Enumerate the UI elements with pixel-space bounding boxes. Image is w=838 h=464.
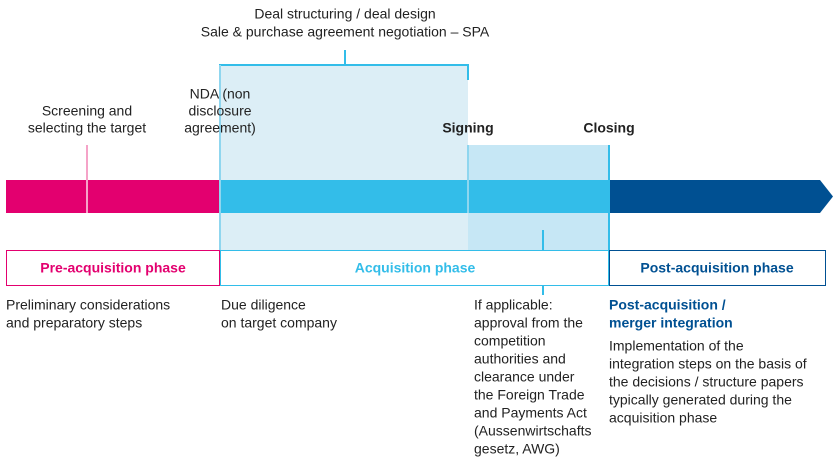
phase-title: Acquisition phase	[355, 260, 476, 276]
phase-description: Implementation of the	[609, 338, 744, 354]
approval-note: the Foreign Trade	[474, 387, 585, 403]
phase-description: on target company	[221, 315, 337, 331]
approval-note: approval from the	[474, 315, 583, 331]
approval-note: and Payments Act	[474, 405, 587, 421]
phase-subtitle: Post-acquisition /	[609, 297, 726, 313]
phase-box	[220, 250, 609, 286]
phase-description: and preparatory steps	[6, 315, 142, 331]
phase-description: Preliminary considerations	[6, 297, 170, 313]
approval-note: gesetz, AWG)	[474, 441, 560, 457]
milestone-label: Signing	[442, 120, 493, 136]
bar-post	[609, 180, 833, 213]
milestone-label: selecting the target	[28, 120, 146, 136]
milestone-label: agreement)	[184, 120, 256, 136]
approval-note: competition	[474, 333, 546, 349]
phase-subtitle: merger integration	[609, 315, 733, 331]
approval-note: If applicable:	[474, 297, 553, 313]
approval-note: clearance under	[474, 369, 575, 385]
milestone-label: disclosure	[188, 103, 251, 119]
phase-description: integration steps on the basis of	[609, 356, 807, 372]
approval-note: (Aussenwirtschafts	[474, 423, 591, 439]
deal-structuring: Deal structuring / deal design	[254, 6, 435, 22]
phase-description: Due diligence	[221, 297, 306, 313]
milestone-label: Closing	[583, 120, 634, 136]
phase-box	[6, 250, 220, 286]
milestone-label: NDA (non	[190, 86, 251, 102]
phase-box	[609, 250, 826, 286]
phase-description: acquisition phase	[609, 410, 717, 426]
phase-description: the decisions / structure papers	[609, 374, 804, 390]
deal-structuring: Sale & purchase agreement negotiation – …	[201, 24, 490, 40]
milestone-label: Screening and	[42, 103, 132, 119]
approval-note: authorities and	[474, 351, 566, 367]
bar-pre	[6, 180, 220, 213]
phase-title: Pre-acquisition phase	[40, 260, 186, 276]
shaded-acquisition	[220, 65, 468, 250]
bar-acq	[220, 180, 609, 213]
phase-description: typically generated during the	[609, 392, 792, 408]
phase-title: Post-acquisition phase	[640, 260, 793, 276]
